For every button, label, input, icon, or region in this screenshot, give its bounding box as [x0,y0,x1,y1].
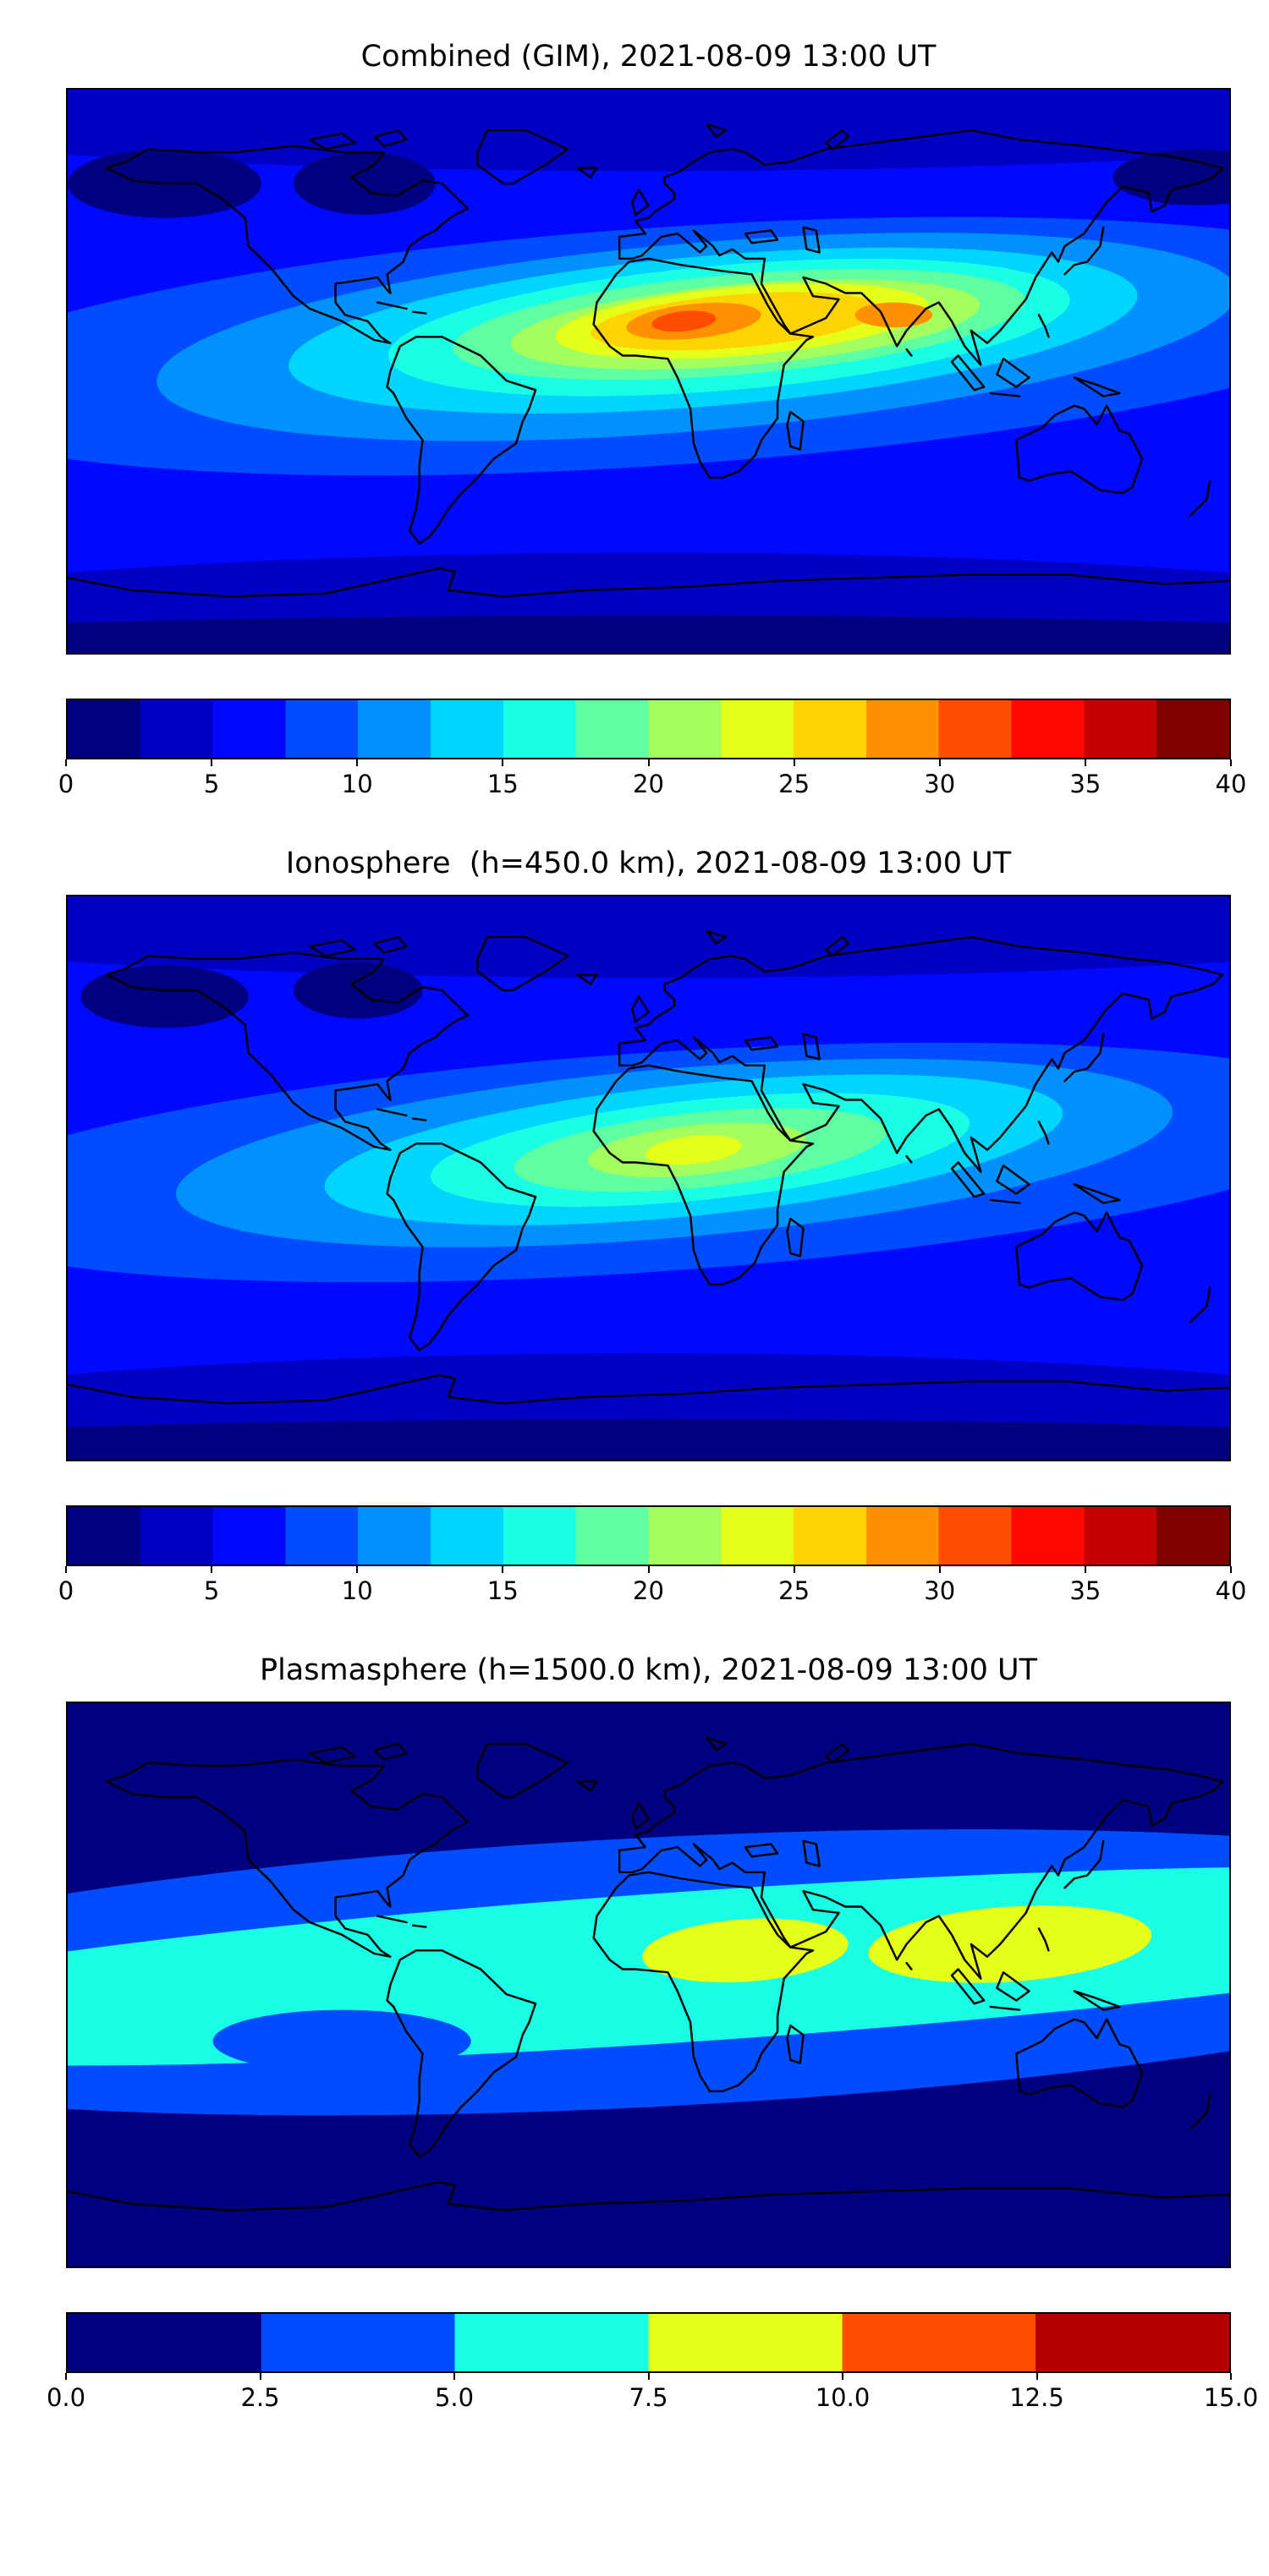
colorbar-tick-labels: 0.0 2.5 5.0 7.5 10.0 12.5 15.0 [47,2373,1258,2420]
colorbar [66,2312,1231,2373]
colorbar-tick-mark [65,759,67,766]
colorbar-tick-label: 5 [203,1576,220,1605]
colorbar-tick-label: 40 [1215,1576,1247,1605]
colorbar-tick-mark [647,1566,650,1573]
tec-field-map [68,1703,1229,2266]
tec-field-map [68,896,1229,1460]
colorbar-tick-label: 20 [633,1576,664,1605]
colorbar-tick-mark [356,1566,359,1573]
colorbar-tick-mark [938,759,941,766]
colorbar-tick-mark [1230,759,1232,766]
colorbar-tick-label: 30 [924,770,956,798]
colorbar-tick-label: 10 [341,1576,373,1605]
colorbar-tick-label: 12.5 [1009,2383,1064,2412]
colorbar-tick-labels: 0 5 10 15 20 25 30 35 40 [58,759,1246,807]
colorbar-tick-label: 25 [778,770,810,798]
colorbar-tick-mark [65,1566,67,1573]
colorbar-tick-label: 40 [1215,770,1247,798]
colorbar-tick-mark [259,2373,261,2380]
colorbar [66,1505,1231,1566]
colorbar-tick-label: 5 [203,770,220,798]
colorbar-tick-mark [211,1566,213,1573]
colorbar-tick-mark [453,2373,455,2380]
panel-title: Plasmasphere (h=1500.0 km), 2021-08-09 1… [259,1653,1038,1687]
colorbar-tick-label: 10.0 [815,2383,871,2412]
colorbar-tick-label: 30 [924,1576,956,1605]
panel-ionosphere: Ionosphere (h=450.0 km), 2021-08-09 13:0… [0,846,1269,1614]
colorbar-tick-label: 35 [1069,770,1101,798]
colorbar-tick-mark [793,1566,795,1573]
colorbar-tick-mark [793,759,795,766]
panel-title: Combined (GIM), 2021-08-09 13:00 UT [360,40,937,74]
colorbar-tick-label: 2.5 [240,2383,280,2412]
colorbar-tick-mark [1230,2373,1232,2380]
panel-combined-gim: Combined (GIM), 2021-08-09 13:00 UT 0 5 10… [0,39,1269,807]
colorbar-tick-label: 0.0 [46,2383,86,2412]
colorbar-tick-label: 10 [341,770,373,798]
colorbar-tick-label: 15.0 [1203,2383,1259,2412]
colorbar-tick-mark [211,759,213,766]
colorbar-tick-mark [356,759,359,766]
world-map-combined [66,88,1231,655]
colorbar-tick-label: 0 [58,1576,74,1605]
colorbar-tick-mark [65,2373,67,2380]
colorbar-tick-mark [1230,1566,1232,1573]
colorbar-tick-label: 35 [1069,1576,1101,1605]
panel-title: Ionosphere (h=450.0 km), 2021-08-09 13:0… [285,847,1012,880]
colorbar-tick-label: 5.0 [434,2383,475,2412]
colorbar-tick-mark [1084,759,1086,766]
colorbar [66,699,1231,759]
colorbar-tick-mark [502,1566,504,1573]
world-map-plasmasphere [66,1702,1231,2268]
colorbar-tick-labels: 0 5 10 15 20 25 30 35 40 [58,1566,1246,1614]
colorbar-tick-label: 15 [486,1576,519,1605]
tec-field-map [68,90,1229,653]
colorbar-tick-mark [842,2373,843,2380]
colorbar-tick-label: 0 [58,770,74,798]
colorbar-tick-label: 25 [778,1576,810,1605]
colorbar-tick-mark [647,2373,650,2380]
colorbar-tick-label: 15 [486,770,519,798]
panel-plasmasphere: Plasmasphere (h=1500.0 km), 2021-08-09 1… [0,1652,1269,2420]
figure-page: Combined (GIM), 2021-08-09 13:00 UT 0 5 10… [0,39,1269,2420]
colorbar-tick-mark [647,759,650,766]
colorbar-tick-mark [502,759,504,766]
colorbar-tick-label: 7.5 [629,2383,668,2412]
colorbar-tick-mark [1036,2373,1038,2380]
colorbar-tick-label: 20 [633,770,664,798]
colorbar-tick-mark [1084,1566,1086,1573]
world-map-ionosphere [66,895,1231,1461]
colorbar-tick-mark [938,1566,941,1573]
